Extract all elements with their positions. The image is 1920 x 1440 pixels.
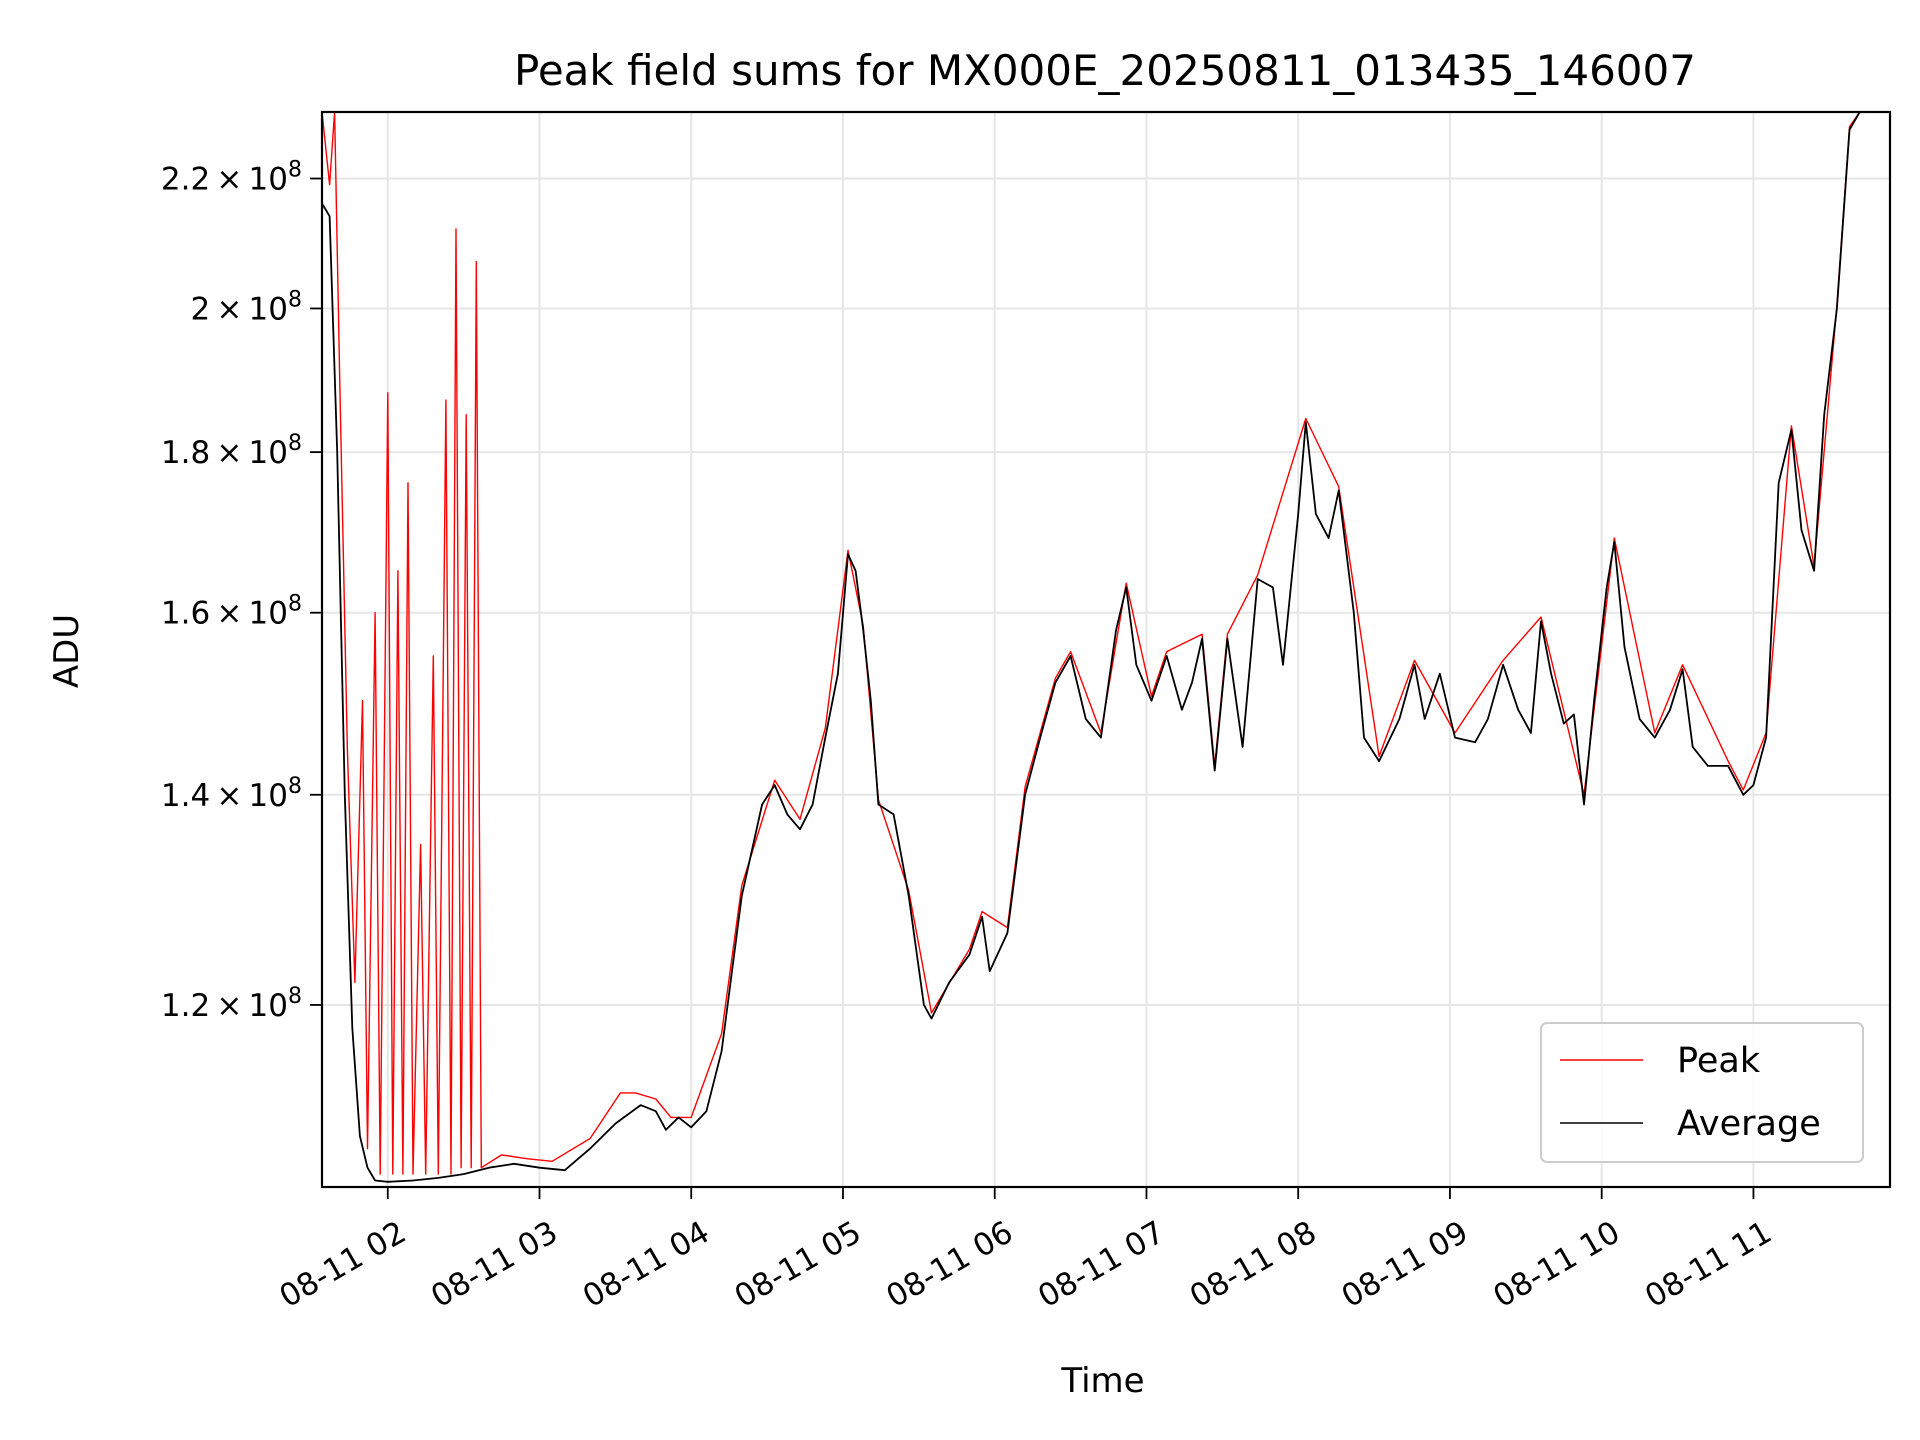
- y-tick-label: 1.6 × 108: [161, 592, 302, 632]
- plot-frame: [320, 110, 1892, 1189]
- series-line-peak: [321, 111, 1890, 1175]
- y-tick-label: 1.2 × 108: [161, 984, 302, 1024]
- series-layer: [321, 111, 1890, 1183]
- legend-label-average: Average: [1677, 1104, 1821, 1144]
- legend: Peak Average: [1540, 1022, 1864, 1163]
- legend-box: [1540, 1022, 1864, 1163]
- y-tick-label: 2 × 108: [190, 287, 302, 327]
- x-axis-label: Time: [1060, 1361, 1144, 1401]
- y-axis-label: ADU: [47, 614, 87, 688]
- chart-title: Peak field sums for MX000E_20250811_0134…: [514, 46, 1696, 95]
- y-tick-label: 1.4 × 108: [161, 774, 302, 814]
- y-axis: 1.2 × 108 1.4 × 108 1.6 × 108 1.8 × 108 2 × …: [161, 158, 322, 1024]
- y-tick-label: 2.2 × 108: [161, 158, 302, 198]
- y-tick-label: 1.8 × 108: [161, 431, 302, 471]
- gridlines: [322, 112, 1890, 1187]
- series-line-average: [321, 111, 1890, 1183]
- legend-label-peak: Peak: [1677, 1041, 1761, 1081]
